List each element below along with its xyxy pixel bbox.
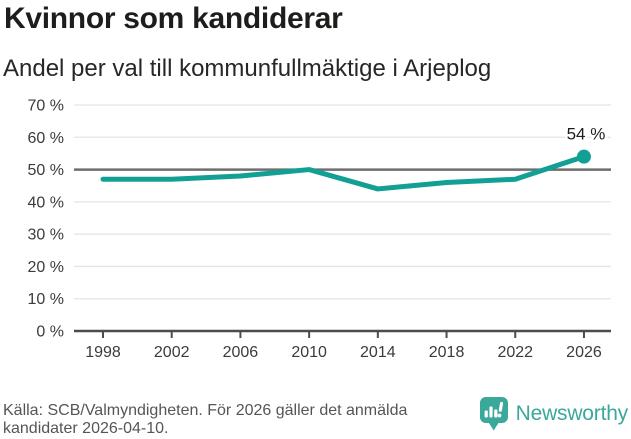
x-tick-label: 2026 xyxy=(566,344,602,361)
end-value-label: 54 % xyxy=(567,125,606,144)
page-title: Kvinnor som kandiderar xyxy=(4,2,343,35)
x-tick-label: 1998 xyxy=(85,344,121,361)
chart-subtitle: Andel per val till kommunfullmäktige i A… xyxy=(3,55,492,82)
source-note: Källa: SCB/Valmyndigheten. För 2026 gäll… xyxy=(3,402,408,437)
x-tick-label: 2002 xyxy=(154,344,190,361)
y-tick-label: 50 % xyxy=(28,162,64,179)
newsworthy-wordmark: Newsworthy xyxy=(515,402,629,425)
x-tick-label: 2018 xyxy=(429,344,465,361)
y-tick-label: 40 % xyxy=(28,194,64,211)
newsworthy-logo: Newsworthy xyxy=(479,397,629,431)
x-tick-label: 2010 xyxy=(291,344,327,361)
line-chart: 0 % 10 % 20 % 30 % 40 % 50 % 60 % 70 % 1998 2002 2… xyxy=(28,97,611,361)
y-tick-label: 10 % xyxy=(28,291,64,308)
y-tick-label: 0 % xyxy=(36,324,64,341)
series-line xyxy=(100,154,587,192)
x-tick-label: 2014 xyxy=(360,344,396,361)
end-point-marker xyxy=(576,149,591,164)
newsworthy-bubble-chart-icon xyxy=(479,397,508,431)
y-tick-label: 60 % xyxy=(28,130,64,147)
x-tick-label: 2022 xyxy=(497,344,533,361)
y-tick-label: 30 % xyxy=(28,227,64,244)
y-tick-label: 20 % xyxy=(28,259,64,276)
x-tick-label: 2006 xyxy=(223,344,259,361)
y-tick-label: 70 % xyxy=(28,97,64,114)
